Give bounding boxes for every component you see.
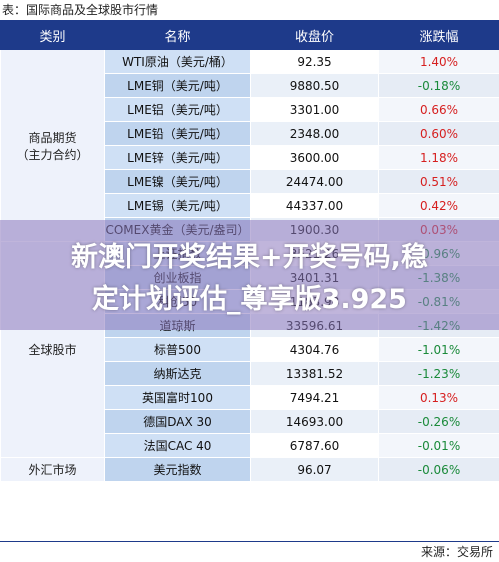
change-cell: 0.42% xyxy=(378,193,499,218)
name-cell: LME铜（美元/吨） xyxy=(104,73,251,98)
name-cell: LME铅（美元/吨） xyxy=(104,121,251,146)
close-cell: 3301.00 xyxy=(250,97,379,122)
close-cell: 2348.00 xyxy=(250,121,379,146)
close-cell: 9880.50 xyxy=(250,73,379,98)
table-row: 德国DAX 30 14693.00 -0.26% xyxy=(1,409,499,434)
close-cell: 24474.00 xyxy=(250,169,379,194)
change-cell: 0.13% xyxy=(378,385,499,410)
close-cell: 6787.60 xyxy=(250,433,379,458)
name-cell: 法国CAC 40 xyxy=(104,433,251,458)
table-row: 纳斯达克 13381.52 -1.23% xyxy=(1,361,499,386)
header-row: 类别 名称 收盘价 涨跌幅 xyxy=(0,20,499,50)
close-cell: 3600.00 xyxy=(250,145,379,170)
category-cell: 商品期货 （主力合约） xyxy=(0,49,105,242)
close-cell: 4304.76 xyxy=(250,337,379,362)
name-cell: 德国DAX 30 xyxy=(104,409,251,434)
change-cell: -0.01% xyxy=(378,433,499,458)
source-note: 来源：交易所 xyxy=(420,545,493,559)
table-row: 外汇市场 美元指数 96.07 -0.06% xyxy=(0,457,499,482)
close-cell: 44337.00 xyxy=(250,193,379,218)
close-cell: 92.35 xyxy=(250,49,379,74)
name-cell: LME镍（美元/吨） xyxy=(104,169,251,194)
name-cell: 美元指数 xyxy=(104,457,251,482)
name-cell: 英国富时100 xyxy=(104,385,251,410)
name-cell: LME铝（美元/吨） xyxy=(104,97,251,122)
change-cell: 1.18% xyxy=(378,145,499,170)
name-cell: LME锡（美元/吨） xyxy=(104,193,251,218)
table-row: LME铜（美元/吨） 9880.50 -0.18% xyxy=(1,73,499,98)
change-cell: -1.01% xyxy=(378,337,499,362)
change-cell: 0.66% xyxy=(378,97,499,122)
watermark-text-line1: 新澳门开奖结果+开奖号码,稳 xyxy=(71,242,428,273)
change-cell: 0.60% xyxy=(378,121,499,146)
category-cell: 外汇市场 xyxy=(0,457,105,482)
close-cell: 7494.21 xyxy=(250,385,379,410)
bottom-rule xyxy=(0,541,499,542)
table-caption: 表：国际商品及全球股市行情 xyxy=(2,3,159,17)
header-name: 名称 xyxy=(104,20,251,50)
change-cell: 0.51% xyxy=(378,169,499,194)
close-cell: 13381.52 xyxy=(250,361,379,386)
close-cell: 14693.00 xyxy=(250,409,379,434)
header-category: 类别 xyxy=(0,20,105,50)
table-row: 标普500 4304.76 -1.01% xyxy=(1,337,499,362)
change-cell: -0.06% xyxy=(378,457,499,482)
close-cell: 96.07 xyxy=(250,457,379,482)
header-close: 收盘价 xyxy=(250,20,379,50)
watermark-text-line2: 定计划评估_尊享版3.925 xyxy=(92,284,407,315)
table-row: LME镍（美元/吨） 24474.00 0.51% xyxy=(1,169,499,194)
change-cell: 1.40% xyxy=(378,49,499,74)
table-row: LME锡（美元/吨） 44337.00 0.42% xyxy=(1,193,499,218)
name-cell: WTI原油（美元/桶） xyxy=(104,49,251,74)
watermark-banner xyxy=(0,220,499,330)
change-cell: -0.18% xyxy=(378,73,499,98)
header-change: 涨跌幅 xyxy=(378,20,499,50)
change-cell: -1.23% xyxy=(378,361,499,386)
name-cell: LME锌（美元/吨） xyxy=(104,145,251,170)
table-row: LME铝（美元/吨） 3301.00 0.66% xyxy=(1,97,499,122)
name-cell: 纳斯达克 xyxy=(104,361,251,386)
change-cell: -0.26% xyxy=(378,409,499,434)
table-row: 商品期货 （主力合约） WTI原油（美元/桶） 92.35 1.40% xyxy=(0,49,499,242)
name-cell: 标普500 xyxy=(104,337,251,362)
